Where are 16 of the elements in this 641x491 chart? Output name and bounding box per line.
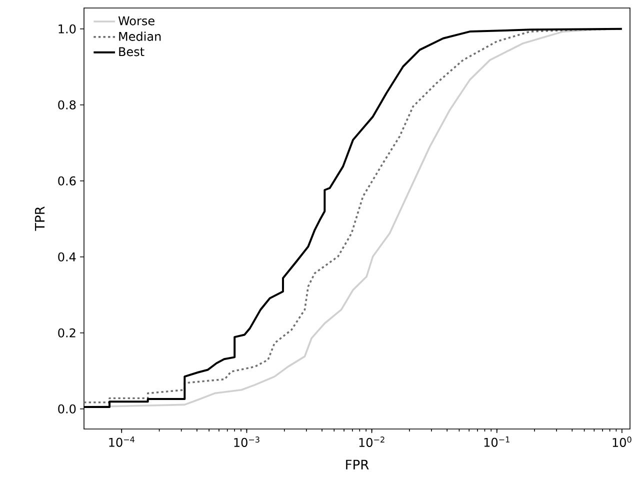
legend-label: Best xyxy=(119,47,144,56)
x-tick-label: 10$^{−1}$ xyxy=(484,436,510,447)
x-tick-label: 10$^{−2}$ xyxy=(359,436,384,447)
y-tick-label: 0.2 xyxy=(58,328,76,338)
y-tick-label: 0.8 xyxy=(58,100,76,110)
x-tick-label: 10$^{0}$ xyxy=(612,436,632,447)
y-tick-label: 0.0 xyxy=(58,404,76,414)
y-tick-label: 1.0 xyxy=(58,24,76,34)
y-tick-label: 0.4 xyxy=(58,252,76,262)
y-tick-label: 0.6 xyxy=(58,176,76,186)
y-axis-title: TPR xyxy=(35,206,45,231)
legend-label: Median xyxy=(119,32,161,41)
legend-label: Worse xyxy=(118,16,154,26)
x-tick-label: 10$^{−3}$ xyxy=(234,436,260,447)
x-tick-label: 10$^{−4}$ xyxy=(109,436,134,447)
x-axis-title: FPR xyxy=(346,460,369,470)
